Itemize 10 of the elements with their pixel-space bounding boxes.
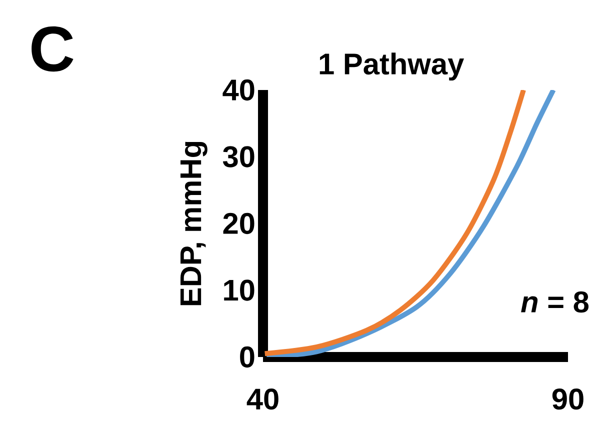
y-tick-label: 0 — [240, 346, 254, 368]
text: C — [32, 26, 74, 72]
chart-title: 1 Pathway — [320, 52, 464, 80]
y-axis-title: EDP, mmHg — [180, 142, 208, 306]
annotation: n = 8 — [521, 291, 589, 313]
y-tick-label: 30 — [222, 146, 254, 168]
y-tick-label: 10 — [224, 280, 254, 301]
y-tick-label: 40 — [222, 79, 254, 101]
y-tick-label: 20 — [223, 212, 254, 234]
x-tick-label: 90 — [552, 388, 584, 410]
